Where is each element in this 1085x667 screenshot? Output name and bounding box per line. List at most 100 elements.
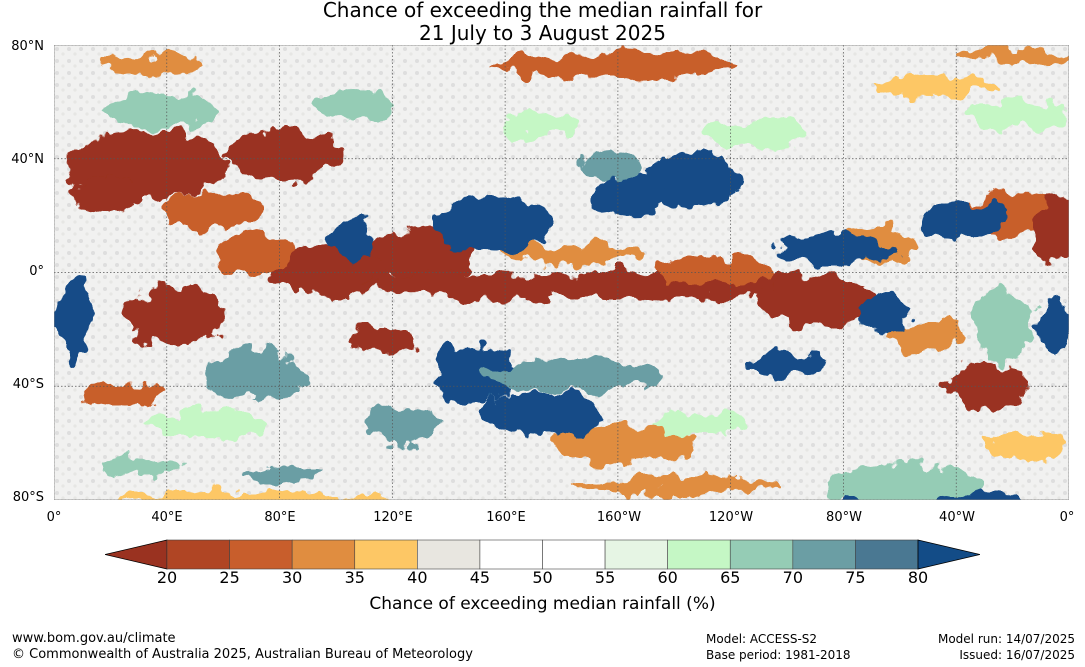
rainfall-region (974, 290, 1034, 360)
rainfall-region (244, 467, 324, 483)
rainfall-map[interactable] (54, 45, 1069, 500)
colorbar (105, 539, 980, 570)
rainfall-region (104, 92, 224, 128)
rainfall-region (484, 360, 664, 390)
rainfall-region (434, 345, 514, 405)
rainfall-region (84, 383, 164, 407)
colorbar-segment (729, 539, 794, 570)
rainfall-region (824, 465, 984, 500)
title-line-1: Chance of exceeding the median rainfall … (322, 0, 763, 22)
rainfall-region (654, 256, 774, 284)
model-run-date: Model run: 14/07/2025 (937, 632, 1075, 646)
map-title: Chance of exceeding the median rainfall … (0, 0, 1085, 45)
lon-label-80e: 80°E (264, 510, 296, 525)
colorbar-segment (354, 539, 418, 570)
rainfall-region (859, 297, 909, 333)
lat-label-80n: 80°N (11, 39, 44, 54)
colorbar-segment (479, 539, 543, 570)
rainfall-region (56, 280, 92, 360)
colorbar-segment (855, 539, 919, 570)
colorbar-segment (229, 539, 293, 570)
colorbar-tick-label: 35 (344, 568, 365, 587)
rainfall-region (104, 55, 204, 75)
rainfall-region (774, 236, 894, 264)
colorbar-segment (542, 539, 606, 570)
colorbar-segment (417, 539, 481, 570)
lon-label-0: 0° (46, 510, 62, 525)
rainfall-region (944, 360, 1024, 410)
rainfall-regions (56, 47, 1069, 500)
lat-label-40n: 40°N (11, 152, 44, 167)
lon-label-160w: 160°W (596, 510, 642, 525)
rainfall-region (884, 320, 964, 350)
colorbar-under-arrow (105, 539, 168, 570)
colorbar-segment (291, 539, 356, 570)
rainfall-region (314, 90, 394, 120)
rainfall-region (874, 75, 994, 95)
colorbar-tick-label: 50 (532, 568, 553, 587)
copyright-text: © Commonwealth of Australia 2025, Austra… (12, 647, 473, 662)
lon-label-40w: 40°W (939, 510, 975, 525)
colorbar-tick-label: 70 (782, 568, 804, 587)
colorbar-tick-label: 40 (407, 568, 428, 587)
rainfall-region (984, 430, 1064, 460)
rainfall-region (364, 405, 444, 445)
colorbar-tick-label: 30 (281, 568, 303, 587)
rainfall-region (964, 100, 1064, 130)
rainfall-region (104, 492, 404, 500)
lat-label-80s: 80°S (12, 490, 44, 505)
lon-label-360: 0° (1059, 510, 1075, 525)
rainfall-region (124, 285, 224, 345)
rainfall-region (744, 353, 824, 377)
model-name: Model: ACCESS-S2 (706, 632, 818, 646)
colorbar-tick-label: 65 (720, 568, 741, 587)
website-link[interactable]: www.bom.gov.au/climate (12, 631, 176, 646)
rainfall-region (704, 120, 804, 150)
rainfall-region (554, 425, 694, 465)
rainfall-region (1034, 195, 1069, 265)
colorbar-tick-label: 45 (469, 568, 491, 587)
colorbar-tick-label: 25 (219, 568, 240, 587)
colorbar-tick-label: 20 (156, 568, 178, 587)
rainfall-region (434, 195, 554, 255)
colorbar-tick-label: 55 (594, 568, 616, 587)
rainfall-region (759, 275, 869, 325)
rainfall-region (494, 53, 734, 77)
colorbar-tick-label: 75 (845, 568, 866, 587)
rainfall-region (594, 175, 674, 215)
lon-label-80w: 80°W (826, 510, 862, 525)
rainfall-region (204, 350, 304, 400)
rainfall-region (654, 413, 754, 437)
colorbar-label: Chance of exceeding median rainfall (%) (369, 594, 716, 614)
title-line-2: 21 July to 3 August 2025 (419, 21, 666, 45)
rainfall-region (504, 245, 644, 265)
rainfall-region (484, 390, 604, 440)
rainfall-region (74, 175, 134, 215)
lon-label-160e: 160°E (486, 510, 526, 525)
rainfall-region (924, 202, 1004, 238)
colorbar-segment (667, 539, 731, 570)
rainfall-region (494, 113, 574, 137)
lon-label-120e: 120°E (373, 510, 413, 525)
rainfall-region (1039, 295, 1069, 355)
issued-date: Issued: 16/07/2025 (959, 648, 1075, 662)
lat-label-equator: 0° (29, 264, 44, 279)
colorbar-segment (604, 539, 668, 570)
rainfall-region (954, 47, 1069, 63)
colorbar-tick-label: 60 (657, 568, 678, 587)
lon-label-120w: 120°W (708, 510, 754, 525)
rainfall-region (584, 150, 644, 180)
colorbar-over-arrow (917, 539, 980, 570)
rainfall-region (164, 192, 264, 228)
colorbar-tick-label: 80 (907, 568, 929, 587)
rainfall-probability-map (54, 45, 1069, 500)
lat-label-40s: 40°S (12, 377, 44, 392)
base-period: Base period: 1981-2018 (706, 648, 851, 662)
graticule (54, 45, 1069, 500)
rainfall-region (144, 411, 264, 439)
rainfall-region (104, 455, 184, 475)
rainfall-region (224, 130, 344, 180)
rainfall-region (574, 477, 774, 493)
colorbar-segment (166, 539, 230, 570)
rainfall-region (354, 325, 414, 355)
